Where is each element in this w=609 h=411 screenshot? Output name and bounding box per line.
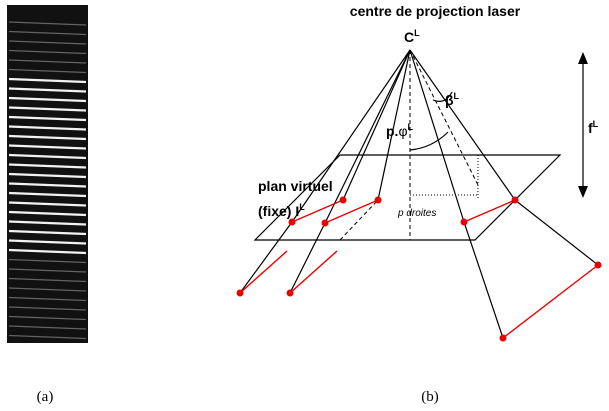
point [375, 197, 382, 204]
lines-label: p droites [397, 208, 436, 219]
point [595, 262, 602, 269]
stroke [240, 251, 287, 293]
text-part: L [414, 28, 420, 38]
text-part: L [408, 122, 414, 132]
stroke [410, 50, 464, 222]
point [512, 197, 519, 204]
rays [240, 50, 598, 338]
phi-arc [410, 132, 448, 150]
caption: (a) [37, 389, 54, 405]
stroke [410, 50, 515, 200]
text-part: L [454, 91, 460, 101]
point [340, 197, 347, 204]
plane-label: (fixe) IL [258, 202, 305, 219]
apex-label: CL [404, 28, 420, 45]
caption: (b) [421, 389, 439, 405]
stroke [503, 265, 598, 338]
stroke [240, 222, 292, 293]
focal-label: fL [588, 119, 599, 136]
point [322, 220, 329, 227]
title: centre de projection laser [350, 3, 521, 19]
diagram: centre de projection laser CL βL fL p.φL… [237, 3, 602, 342]
stroke [325, 200, 378, 223]
phi-label: p.φL [386, 122, 414, 139]
laser-image [7, 5, 88, 343]
plane-label: plan virtuel [258, 178, 333, 194]
point [461, 219, 468, 226]
point [287, 290, 294, 297]
stroke [340, 200, 378, 240]
stroke [464, 222, 503, 338]
point [289, 219, 296, 226]
beta-label: βL [445, 91, 460, 108]
stroke [515, 200, 598, 265]
text-part: L [593, 119, 599, 129]
text-part: φ [398, 123, 407, 139]
stroke [464, 200, 515, 222]
stroke [410, 50, 478, 185]
figure: centre de projection laser CL βL fL p.φL… [0, 0, 609, 411]
focal-arrow [578, 52, 588, 198]
point [237, 290, 244, 297]
text-part: C [404, 29, 414, 45]
stroke [290, 223, 325, 293]
stroke [290, 251, 337, 293]
point [500, 335, 507, 342]
